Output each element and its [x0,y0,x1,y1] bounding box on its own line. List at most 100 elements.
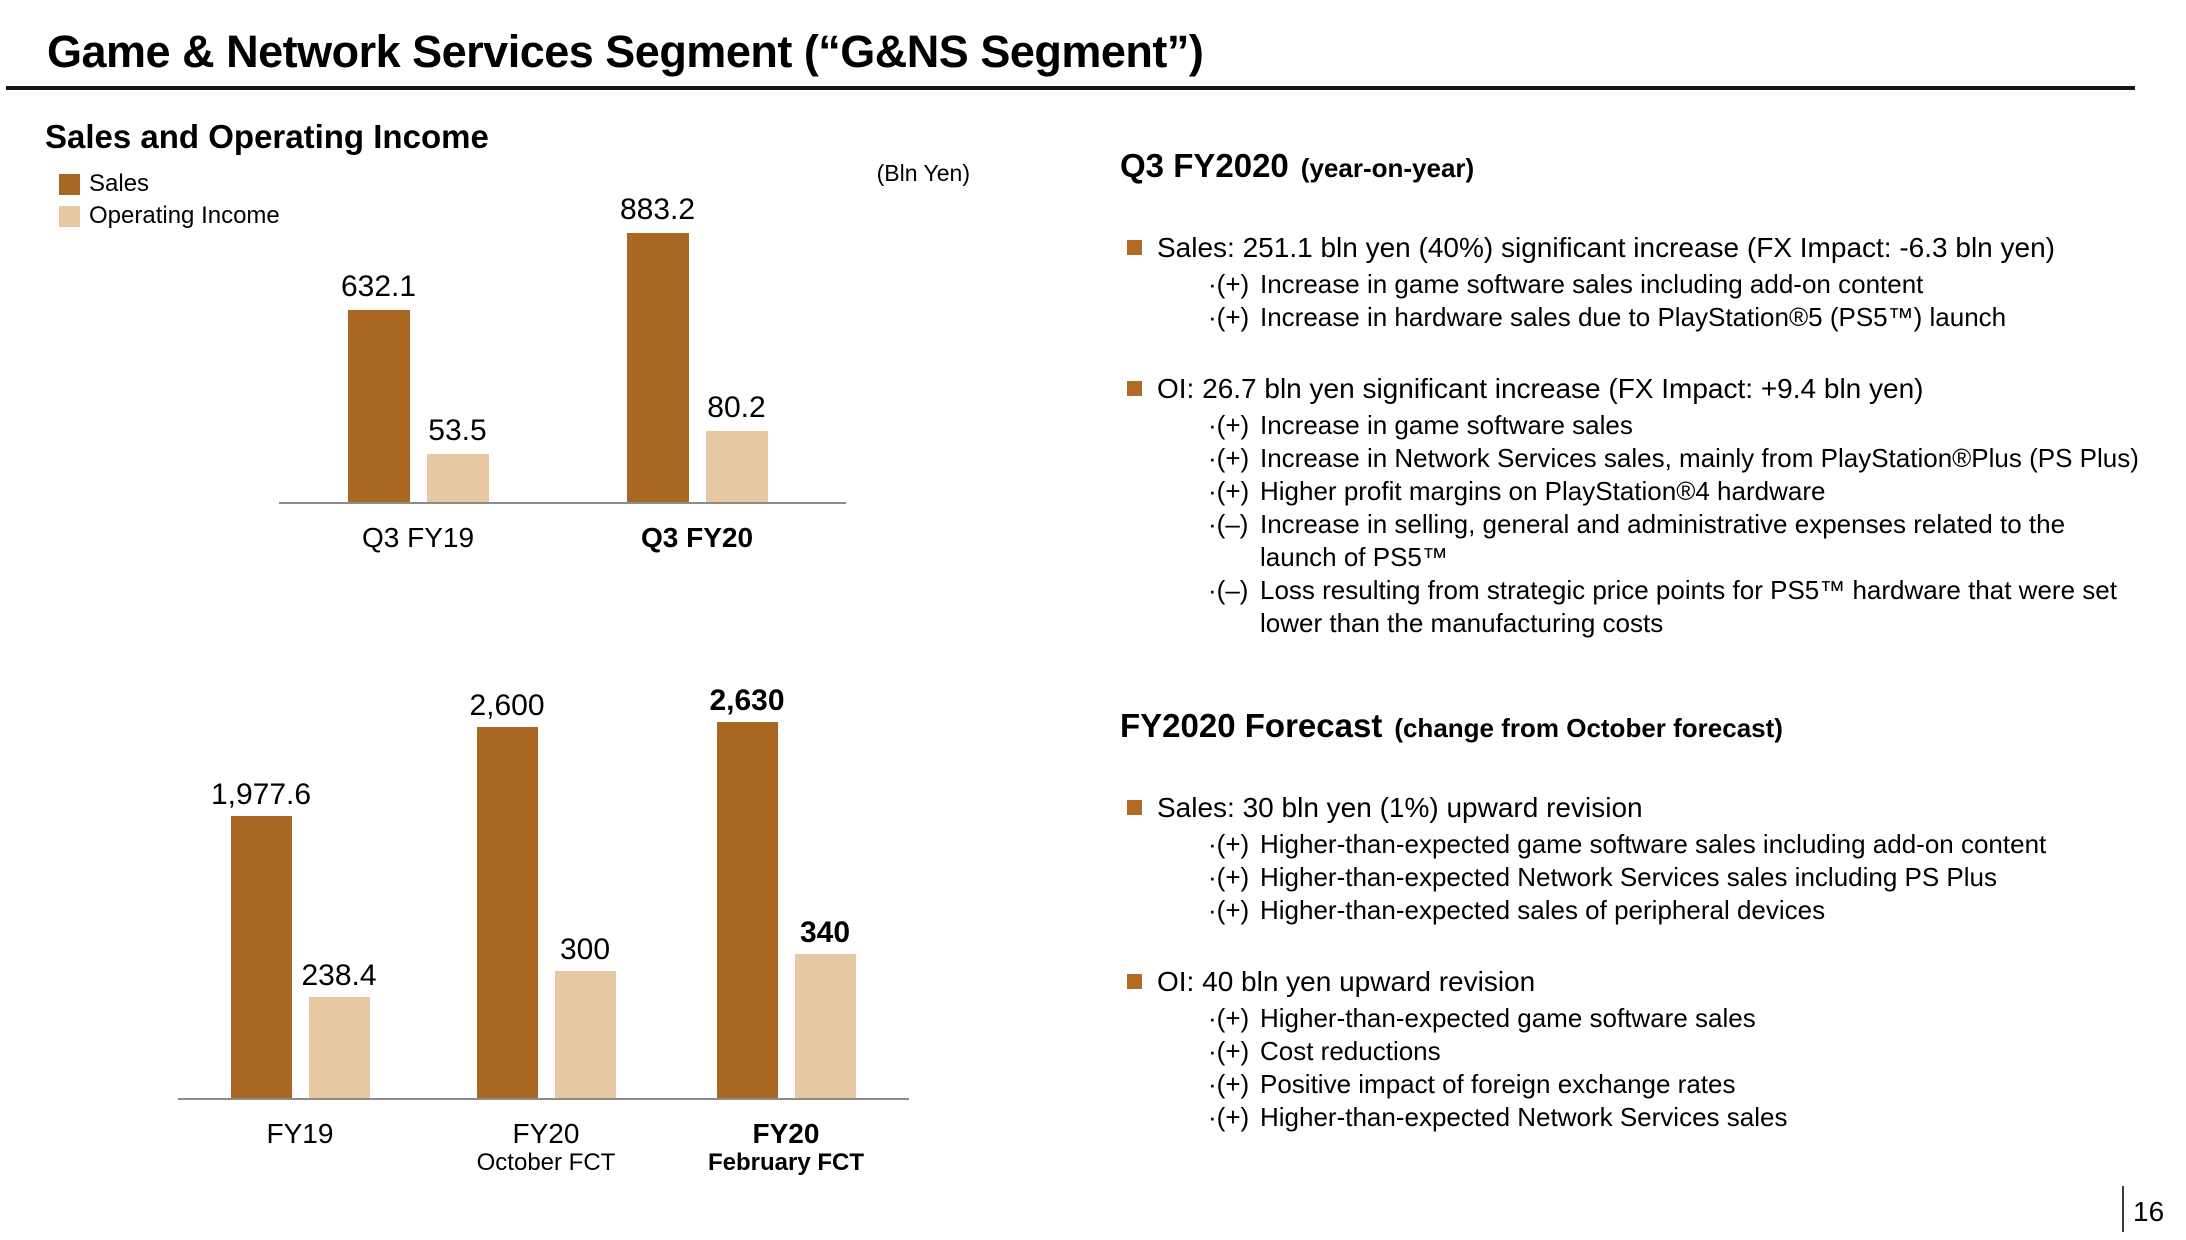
sub-bullet-item: ·(+) Positive impact of foreign exchange … [1208,1068,2186,1101]
x-axis-category-label: FY20 February FCT [656,1118,916,1176]
x-axis-category-label: Q3 FY19 [288,522,548,553]
sub-bullet-marker: ·(+) [1208,443,1250,473]
sub-bullet-item: ·(+) Increase in game software sales [1208,409,2186,442]
bar-value-label: 1,977.6 [210,777,312,811]
sales-bar [626,233,689,502]
sub-bullet-text: Higher-than-expected game software sales [1260,1003,1756,1033]
sub-bullet-item: ·(+) Increase in hardware sales due to Pl… [1208,301,2186,334]
category-label-text: FY19 [266,1118,334,1149]
page-number: 16 [2133,1196,2165,1227]
category-label-text: Q3 FY20 [640,522,754,553]
bullet-group: Sales: 30 bln yen (1%) upward revision ·(… [1120,791,2186,927]
bullet-group: Sales: 251.1 bln yen (40%) significant i… [1120,231,2186,334]
sub-bullet-item: ·(+) Higher-than-expected sales of periph… [1208,894,2186,927]
bullet-item: Sales: 251.1 bln yen (40%) significant i… [1120,231,2186,265]
sub-bullet-text: Increase in game software sales [1260,410,1633,440]
x-axis-category-label: FY19 [170,1118,430,1149]
x-axis-category-label: FY20 October FCT [416,1118,676,1176]
sales-legend-swatch [59,173,80,195]
x-axis-line [178,1098,909,1100]
title-underline [6,86,2135,90]
sub-bullet-text: Higher-than-expected sales of peripheral… [1260,895,1826,925]
unit-label: (Bln Yen) [876,160,970,186]
section-heading: Q3 FY2020 [1120,147,1289,184]
sub-bullet-text: Cost reductions [1260,1036,1441,1066]
category-sublabel-text: October FCT [476,1149,616,1176]
bar-value-label: 300 [559,932,611,966]
sub-bullet-text: Higher profit margins on PlayStation®4 h… [1260,476,1826,506]
category-sublabel-text: February FCT [707,1149,865,1176]
sub-bullet-item: ·(+) Higher-than-expected Network Service… [1208,1101,2186,1134]
sub-bullet-marker: ·(+) [1208,862,1250,892]
sub-bullet-text: Loss resulting from strategic price poin… [1260,575,2117,638]
bar-value-label: 883.2 [619,193,696,227]
operating-income-bar [794,953,856,1098]
section-heading-note: (change from October forecast) [1394,713,1783,743]
operating-income-bar [308,996,370,1098]
sub-bullet-text: Increase in hardware sales due to PlaySt… [1260,302,2007,332]
bar-value-label: 80.2 [707,390,766,424]
legend-row-sales: Sales [59,168,280,200]
bullet-square-icon [1127,800,1142,815]
sales-bar [230,815,292,1098]
bullet-group: OI: 40 bln yen upward revision ·(+) Higher… [1120,965,2186,1134]
bullet-square-icon [1127,381,1142,396]
sub-bullet-marker: ·(+) [1208,302,1250,332]
operating-income-bar [426,454,489,502]
sales-bar [347,309,410,502]
operating-income-bar [705,430,768,502]
sub-bullet-text: Increase in selling, general and adminis… [1260,509,2066,572]
sub-bullet-marker: ·(+) [1208,476,1250,506]
sales-bar [476,726,538,1098]
bullet-square-icon [1127,240,1142,255]
sub-bullet-item: ·(+) Cost reductions [1208,1035,2186,1068]
bar-value-label: 340 [799,915,851,949]
sub-bullet-item: ·(+) Increase in game software sales incl… [1208,268,2186,301]
bullet-text: Sales: 251.1 bln yen (40%) significant i… [1157,232,2055,263]
sub-bullet-marker: ·(–) [1208,509,1249,539]
sub-bullet-text: Increase in Network Services sales, main… [1260,443,2139,473]
sub-bullet-marker: ·(+) [1208,1036,1250,1066]
section-heading: FY2020 Forecast [1120,707,1383,744]
sub-bullet-marker: ·(+) [1208,269,1250,299]
sub-bullet-marker: ·(+) [1208,1069,1250,1099]
sub-bullet-marker: ·(+) [1208,1003,1250,1033]
section-heading-row: Q3 FY2020 (year-on-year) [1120,146,2186,193]
bar-value-label: 632.1 [340,269,417,303]
sub-bullet-item: ·(+) Higher-than-expected game software s… [1208,1002,2186,1035]
bullet-text: OI: 40 bln yen upward revision [1157,966,1536,997]
footer-divider-line [2122,1186,2124,1232]
sales-bar [716,722,778,1098]
sub-bullet-text: Positive impact of foreign exchange rate… [1260,1069,1736,1099]
sub-bullet-text: Higher-than-expected Network Services sa… [1260,1102,1788,1132]
category-label-text: Q3 FY19 [361,522,475,553]
bar-value-label: 2,630 [709,684,785,718]
bullet-item: OI: 40 bln yen upward revision [1120,965,2186,999]
sub-bullet-marker: ·(–) [1208,575,1249,605]
bullet-text: OI: 26.7 bln yen significant increase (F… [1157,373,1924,404]
operating-income-legend-swatch [59,205,80,227]
bullet-group: OI: 26.7 bln yen significant increase (F… [1120,372,2186,640]
section-heading-row: FY2020 Forecast (change from October fore… [1120,706,2186,753]
category-label-text: FY20 [752,1118,820,1149]
sub-bullet-marker: ·(+) [1208,829,1250,859]
sub-bullet-item: ·(+) Higher-than-expected Network Service… [1208,861,2186,894]
bullet-item: OI: 26.7 bln yen significant increase (F… [1120,372,2186,406]
bullet-text: Sales: 30 bln yen (1%) upward revision [1157,792,1643,823]
sub-bullet-text: Increase in game software sales includin… [1260,269,1924,299]
bullet-square-icon [1127,974,1142,989]
x-axis-category-label: Q3 FY20 [567,522,827,553]
chart-section-heading: Sales and Operating Income [45,118,489,155]
sub-bullet-marker: ·(+) [1208,1102,1250,1132]
legend-label-operating-income: Operating Income [89,202,280,229]
operating-income-bar [554,970,616,1098]
category-label-text: FY20 [512,1118,580,1149]
bar-value-label: 238.4 [301,958,377,992]
text-section: Q3 FY2020 (year-on-year) Sales: 251.1 bln … [1120,146,2186,640]
chart-legend: Sales Operating Income [59,168,280,232]
sub-bullet-text: Higher-than-expected Network Services sa… [1260,862,1998,892]
legend-row-operating-income: Operating Income [59,200,280,232]
sub-bullet-text: Higher-than-expected game software sales… [1260,829,2047,859]
